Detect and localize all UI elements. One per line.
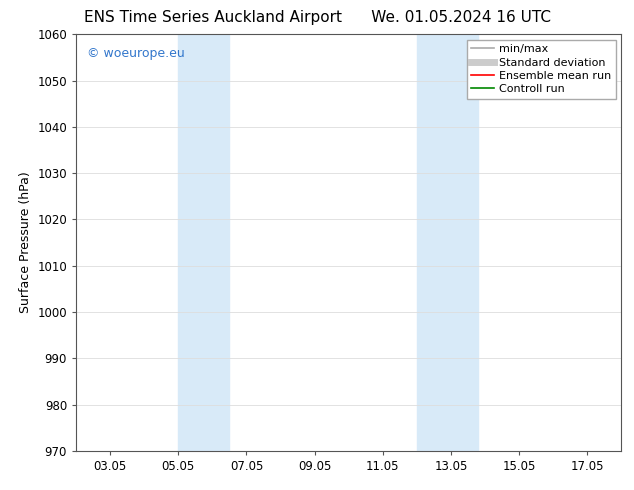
Y-axis label: Surface Pressure (hPa): Surface Pressure (hPa): [19, 172, 32, 314]
Text: ENS Time Series Auckland Airport      We. 01.05.2024 16 UTC: ENS Time Series Auckland Airport We. 01.…: [84, 10, 550, 25]
Bar: [178, 34, 230, 451]
Bar: [417, 34, 478, 451]
Legend: min/max, Standard deviation, Ensemble mean run, Controll run: min/max, Standard deviation, Ensemble me…: [467, 40, 616, 99]
Text: © woeurope.eu: © woeurope.eu: [87, 47, 184, 60]
